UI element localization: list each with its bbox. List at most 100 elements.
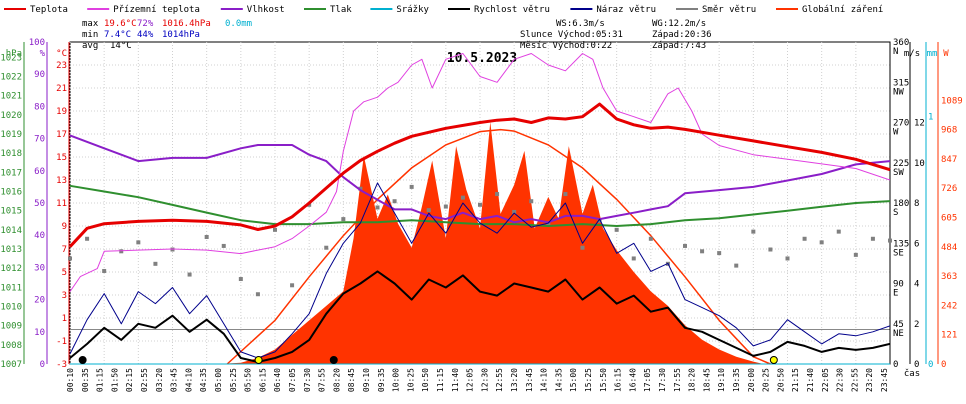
wind-direction-point: [187, 272, 192, 277]
axis-temp-tick: -3: [56, 360, 67, 370]
axis-time-tick: 05:50: [244, 368, 253, 392]
axis-time-tick: 04:10: [184, 368, 193, 392]
wind-direction-point: [238, 277, 243, 282]
axis-time-tick: 10:25: [406, 368, 415, 392]
stat-max-temp: 19.6°C: [104, 19, 137, 29]
axis-dir-name: SW: [893, 168, 904, 178]
wind-direction-point: [409, 184, 414, 189]
axis-hpa-tick: 1013: [0, 245, 22, 255]
legend-label: Tlak: [330, 5, 352, 15]
axis-hpa-tick: 1015: [0, 207, 22, 217]
axis-time-tick: 07:55: [318, 368, 327, 392]
axis-temp-tick: 21: [56, 84, 67, 94]
axis-dir-name: W: [893, 128, 899, 138]
sunrise-marker: [254, 356, 263, 364]
axis-time-tick: 17:30: [658, 368, 667, 392]
axis-temp-tick: 3: [62, 291, 67, 301]
axis-time-label: čas: [904, 368, 920, 379]
axis-time-tick: 17:05: [643, 368, 652, 392]
wind-direction-point: [751, 229, 756, 234]
wind-direction-point: [717, 251, 722, 256]
wind-direction-point: [768, 247, 773, 252]
stat-min-press: 1014hPa: [162, 30, 200, 40]
axis-temp-tick: 17: [56, 130, 67, 140]
axis-time-tick: 20:50: [776, 368, 785, 392]
axis-temp-tick: 7: [62, 245, 67, 255]
axis-wm2-tick: 363: [941, 272, 957, 282]
info-moon-set: Západ:7:43: [652, 41, 706, 51]
axis-dir-name: NW: [893, 87, 904, 97]
axis-time-tick: 03:20: [155, 368, 164, 392]
axis-time-tick: 08:20: [332, 368, 341, 392]
legend-label: Směr větru: [702, 5, 756, 15]
axis-time-tick: 14:35: [554, 368, 563, 392]
axis-time-tick: 09:35: [377, 368, 386, 392]
axis-hpa-tick: 1008: [0, 341, 22, 351]
axis-pct-tick: 60: [34, 167, 45, 177]
wind-direction-point: [888, 238, 892, 243]
axis-time-tick: 12:05: [466, 368, 475, 392]
wind-direction-point: [136, 240, 141, 245]
wind-direction-point: [273, 227, 277, 232]
axis-time-tick: 06:40: [273, 368, 282, 392]
axis-wm2-tick: 242: [941, 301, 957, 311]
axis-time-tick: 02:15: [125, 368, 134, 392]
axis-wm2-tick: 484: [941, 243, 957, 253]
axis-temp-tick: 15: [56, 153, 67, 163]
wind-direction-point: [341, 217, 346, 222]
axis-time-tick: 05:00: [214, 368, 223, 392]
axis-hpa-tick: 1018: [0, 149, 22, 159]
axis-pct-tick: 50: [34, 199, 45, 209]
axis-mm-tick: 0: [928, 360, 933, 370]
axis-wm2: W 1089 968 847 726 605 484 363 242 121 0: [937, 42, 963, 370]
axis-time-tick: 16:15: [614, 368, 623, 392]
axis-pct-tick: 80: [34, 102, 45, 112]
legend-label: Přízemní teplota: [113, 5, 200, 15]
wind-direction-point: [153, 261, 158, 266]
wind-direction-point: [734, 263, 739, 268]
axis-time-tick: 14:10: [540, 368, 549, 392]
axis-hpa-tick: 1014: [0, 226, 22, 236]
axis-time-tick: 07:05: [288, 368, 297, 392]
wind-direction-point: [819, 240, 824, 245]
axis-hpa-tick: 1016: [0, 188, 22, 198]
axis-wm2-tick: 847: [941, 155, 957, 165]
axis-time-tick: 17:55: [673, 368, 682, 392]
axis-time-tick: 15:00: [569, 368, 578, 392]
wind-direction-point: [460, 195, 465, 200]
axis-time-tick: 16:40: [628, 368, 637, 392]
wind-direction-point: [614, 227, 619, 232]
axis-time-tick: 11:40: [451, 368, 460, 392]
series-temperature: [68, 102, 891, 248]
axis-time-tick: 00:10: [66, 368, 75, 392]
axis-wm2-tick: 968: [941, 126, 957, 136]
wind-direction-point: [255, 292, 260, 297]
axis-ms-tick: 0: [914, 360, 919, 370]
wind-direction-point: [85, 236, 90, 241]
wind-direction-point: [375, 205, 380, 210]
wind-direction-point: [392, 199, 397, 204]
axis-temp-tick: 9: [62, 222, 67, 232]
moonset-marker: [329, 356, 338, 364]
wind-direction-point: [563, 192, 568, 197]
axis-time-tick: 21:15: [791, 368, 800, 392]
axis-temp-tick: 5: [62, 268, 67, 278]
legend-label: Rychlost větru: [474, 5, 550, 15]
axis-time-tick: 10:50: [421, 368, 430, 392]
axis-dir-name: S: [893, 208, 898, 218]
axis-time-tick: 08:45: [347, 368, 356, 392]
axis-time-tick: 04:35: [199, 368, 208, 392]
axis-time-tick: 07:30: [303, 368, 312, 392]
axis-time-tick: 12:55: [495, 368, 504, 392]
wind-direction-point: [170, 247, 175, 252]
axis-pct-tick: 90: [34, 70, 45, 80]
axis-dir-tick: 270: [893, 119, 909, 129]
axis-ms-tick: 10: [914, 159, 925, 169]
axis-dir-tick: 180: [893, 199, 909, 209]
axis-time-tick: 15:25: [584, 368, 593, 392]
series-pressure: [69, 184, 891, 227]
info-wg: WG:12.2m/s: [652, 19, 706, 29]
wind-direction-point: [870, 236, 875, 241]
